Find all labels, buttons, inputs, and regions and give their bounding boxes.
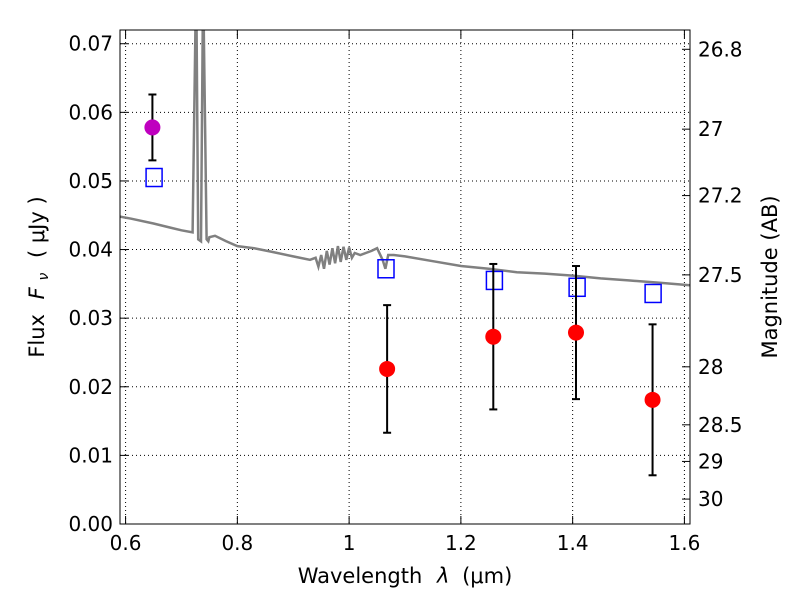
- y-tick-label: 0.04: [68, 238, 113, 262]
- model-point: [145, 167, 163, 188]
- y-tick-label: 0.06: [68, 100, 113, 124]
- x-axis-label: Wavelength λ (μm): [298, 564, 513, 588]
- y-axis-label-text: Flux: [25, 314, 49, 358]
- model-point: [644, 283, 662, 304]
- grid-lines: [120, 30, 690, 524]
- y-axis-label-symbol: F: [25, 286, 49, 299]
- x-tick-label: 0.8: [221, 531, 253, 555]
- y2-tick-label: 28: [698, 355, 723, 379]
- x-tick-label: 0.6: [110, 531, 142, 555]
- y-axis-label-unit: ( μJy ): [25, 196, 49, 258]
- y2-tick-label: 26.8: [698, 37, 743, 61]
- y2-tick-label: 27: [698, 117, 723, 141]
- y-tick-label: 0.02: [68, 375, 113, 399]
- x-tick-label: 1.4: [557, 531, 589, 555]
- y-tick-label: 0.03: [68, 306, 113, 330]
- axes: [119, 29, 691, 525]
- y2-tick-label: 30: [698, 487, 723, 511]
- plot-frame: [119, 29, 691, 525]
- y2-tick-label: 27.5: [698, 263, 743, 287]
- observed-point: [644, 391, 661, 408]
- model-point: [485, 270, 504, 291]
- observed-point: [568, 324, 584, 341]
- y-tick-label: 0.00: [68, 512, 113, 536]
- spectrum-layer: [120, 30, 690, 287]
- spectrum-line: [120, 30, 690, 287]
- y2-tick-label: 27.2: [698, 184, 743, 208]
- observed-point: [144, 119, 161, 136]
- observed-point: [485, 328, 502, 345]
- x-axis-label-symbol: λ: [436, 564, 449, 588]
- y2-tick-label: 29: [698, 449, 723, 473]
- x-axis-label-unit: (μm): [462, 564, 512, 588]
- model-point: [377, 259, 395, 279]
- x-tick-label: 1.6: [669, 531, 701, 555]
- x-tick-label: 1.2: [445, 531, 477, 555]
- x-tick-label: 1: [343, 531, 356, 555]
- model-point: [568, 277, 586, 298]
- y-axis-label-subscript: ν: [36, 273, 52, 281]
- points-layer: [144, 93, 662, 477]
- x-axis-label-text: Wavelength: [298, 564, 423, 588]
- y-tick-label: 0.07: [68, 32, 113, 56]
- y2-tick-label: 28.5: [698, 413, 743, 437]
- y-tick-label: 0.01: [68, 443, 113, 467]
- y-tick-label: 0.05: [68, 169, 113, 193]
- y2-axis-label: Magnitude (AB): [758, 195, 782, 358]
- y-axis-label: Flux F ν ( μJy ): [25, 196, 53, 357]
- observed-point: [379, 360, 396, 377]
- tick-labels: 0.6 0.8 1 1.2 1.4 1.6 0.00 0.01 0.02 0.03 0.04 0.05…: [68, 32, 742, 555]
